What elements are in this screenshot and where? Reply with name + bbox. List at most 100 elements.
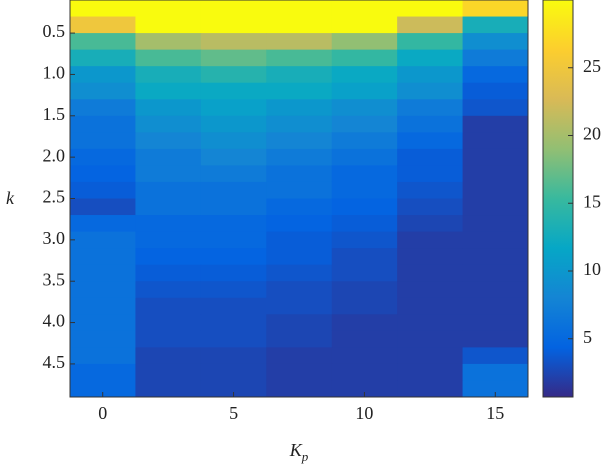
heat-cell — [200, 148, 267, 166]
heat-cell — [397, 0, 464, 18]
heat-cell — [331, 215, 398, 233]
heat-cell — [266, 0, 333, 18]
heat-cell — [266, 281, 333, 299]
y-axis-label: k — [6, 188, 15, 208]
heat-cell — [462, 347, 529, 365]
heat-cell — [135, 115, 202, 133]
heat-cell — [462, 297, 529, 315]
heat-cell — [70, 297, 136, 315]
heat-cell — [462, 215, 529, 233]
heat-cell — [397, 132, 464, 150]
heat-cell — [135, 363, 202, 381]
heat-cell — [266, 66, 333, 84]
heat-cell — [331, 16, 398, 34]
y-tick-label: 3.5 — [43, 269, 66, 289]
y-tick-label: 4.0 — [43, 311, 66, 331]
heat-cell — [462, 148, 529, 166]
heat-cell — [397, 215, 464, 233]
heat-cell — [462, 198, 529, 216]
heat-cell — [200, 264, 267, 282]
heat-cell — [70, 281, 136, 299]
y-tick-label: 3.0 — [43, 228, 66, 248]
heat-cell — [135, 347, 202, 365]
heat-cell — [266, 248, 333, 266]
heat-cell — [200, 314, 267, 332]
heat-cell — [135, 198, 202, 216]
heat-cell — [462, 330, 529, 348]
heat-cell — [266, 99, 333, 117]
heat-cell — [397, 16, 464, 34]
heat-cell — [200, 248, 267, 266]
heat-cell — [200, 181, 267, 199]
heat-cell — [397, 248, 464, 266]
heat-cell — [135, 297, 202, 315]
heat-cell — [266, 198, 333, 216]
heat-cell — [200, 165, 267, 183]
heat-cell — [462, 16, 529, 34]
heat-cell — [331, 66, 398, 84]
heat-cell — [397, 231, 464, 249]
heat-cell — [397, 33, 464, 51]
heat-cell — [70, 314, 136, 332]
heat-cell — [70, 49, 136, 67]
heat-cell — [331, 314, 398, 332]
heat-cell — [266, 165, 333, 183]
heat-cell — [397, 181, 464, 199]
heat-cell — [70, 264, 136, 282]
heat-cell — [462, 66, 529, 84]
heat-cell — [462, 380, 529, 398]
heat-cell — [135, 99, 202, 117]
colorbar-tick-label: 5 — [583, 327, 592, 347]
heat-cell — [70, 66, 136, 84]
heat-cell — [70, 99, 136, 117]
y-tick-label: 2.5 — [43, 187, 66, 207]
heat-cell — [266, 49, 333, 67]
heat-cell — [397, 281, 464, 299]
heat-cell — [397, 66, 464, 84]
heat-cell — [462, 281, 529, 299]
colorbar-tick-label: 25 — [583, 56, 601, 76]
heat-cell — [266, 82, 333, 100]
heat-cell — [266, 181, 333, 199]
heat-cell — [266, 33, 333, 51]
heat-cell — [331, 248, 398, 266]
y-tick-label: 0.5 — [43, 21, 66, 41]
heat-cell — [200, 380, 267, 398]
heat-cell — [266, 132, 333, 150]
heat-cell — [397, 165, 464, 183]
colorbar-tick-label: 15 — [583, 191, 601, 211]
heat-cell — [135, 330, 202, 348]
heat-cell — [397, 198, 464, 216]
heat-cell — [135, 165, 202, 183]
heat-cell — [397, 347, 464, 365]
heat-cell — [135, 66, 202, 84]
heat-cell — [200, 0, 267, 18]
heat-cell — [200, 66, 267, 84]
heat-cell — [200, 198, 267, 216]
heat-cell — [135, 231, 202, 249]
heat-cell — [70, 115, 136, 133]
heat-cell — [70, 16, 136, 34]
heat-cell — [135, 281, 202, 299]
heat-cell — [266, 330, 333, 348]
heat-cell — [397, 99, 464, 117]
heat-cell — [331, 132, 398, 150]
heat-cell — [331, 165, 398, 183]
heat-cell — [135, 33, 202, 51]
heat-cell — [200, 297, 267, 315]
y-tick-label: 4.5 — [43, 352, 66, 372]
heat-cell — [331, 99, 398, 117]
heat-cell — [70, 215, 136, 233]
heat-cell — [331, 49, 398, 67]
heat-cell — [462, 82, 529, 100]
x-tick-label: 0 — [98, 403, 107, 423]
heat-cell — [70, 148, 136, 166]
heat-cell — [462, 165, 529, 183]
heat-cell — [266, 347, 333, 365]
heat-cell — [397, 314, 464, 332]
heat-cell — [331, 181, 398, 199]
heat-cell — [135, 215, 202, 233]
heat-cell — [462, 363, 529, 381]
heat-cell — [200, 363, 267, 381]
heat-cell — [331, 0, 398, 18]
